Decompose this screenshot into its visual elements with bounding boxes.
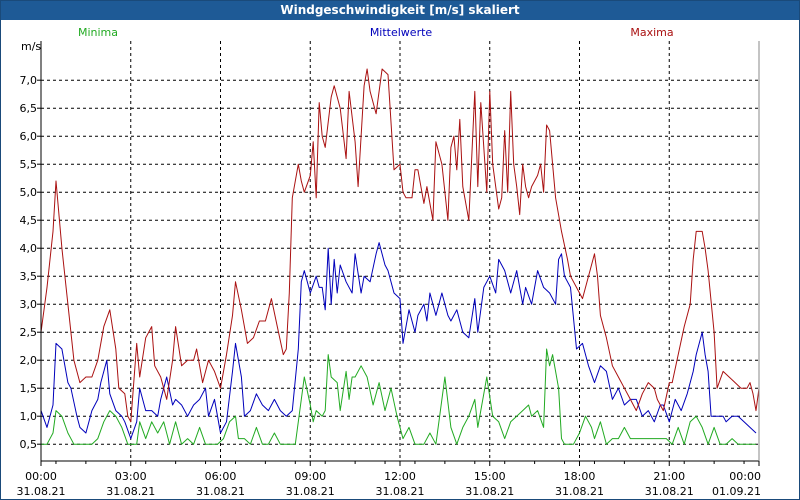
- y-tick-label: 1,5: [20, 382, 38, 395]
- series-lines: [40, 68, 760, 445]
- grid-lines: [41, 41, 759, 461]
- y-tick-label: 2,5: [20, 326, 38, 339]
- x-axis-ticks: 00:00 31.08.21 03:00 31.08.21 06:00 31.08.21 0…: [17, 461, 761, 498]
- x-tick-date-label: 31.08.21: [645, 485, 694, 498]
- legend: Minima Mittelwerte Maxima: [78, 26, 674, 39]
- x-tick-date-label: 31.08.21: [376, 485, 425, 498]
- y-tick-label: 5,5: [20, 158, 38, 171]
- legend-maxima: Maxima: [630, 26, 673, 39]
- x-tick-time-label: 12:00: [384, 470, 416, 483]
- y-tick-label: 4,0: [20, 242, 38, 255]
- y-axis-unit-label: m/s: [21, 40, 41, 53]
- y-tick-label: 7,0: [20, 74, 38, 87]
- y-tick-label: 4,5: [20, 214, 38, 227]
- x-tick-time-label: 18:00: [564, 470, 596, 483]
- x-tick-date-label: 31.08.21: [286, 485, 335, 498]
- y-tick-label: 5,0: [20, 186, 38, 199]
- x-tick-date-label: 31.08.21: [17, 485, 66, 498]
- series-line-maxima: [40, 68, 760, 423]
- y-tick-label: 6,0: [20, 130, 38, 143]
- x-tick-time-label: 06:00: [205, 470, 237, 483]
- y-tick-label: 0,5: [20, 438, 38, 451]
- series-line-mittelwerte: [40, 242, 757, 440]
- legend-mittelwerte: Mittelwerte: [370, 26, 433, 39]
- window-title: Windgeschwindigkeit [m/s] skaliert: [1, 1, 799, 20]
- x-tick-time-label: 03:00: [115, 470, 147, 483]
- x-tick-time-label: 21:00: [653, 470, 685, 483]
- x-tick-date-label: 01.09.21: [712, 485, 761, 498]
- y-tick-label: 1,0: [20, 410, 38, 423]
- x-tick-time-label: 09:00: [294, 470, 326, 483]
- x-tick-date-label: 31.08.21: [465, 485, 514, 498]
- y-axis-ticks: 0,5 1,0 1,5 2,0 2,5 3,0 3,5 4,0 4,5 5,0 5,5 6,0 6,5 7…: [20, 74, 41, 451]
- x-tick-date-label: 31.08.21: [196, 485, 245, 498]
- x-tick-time-label: 00:00: [25, 470, 57, 483]
- legend-minima: Minima: [78, 26, 118, 39]
- series-line-minima: [41, 348, 756, 445]
- y-tick-label: 2,0: [20, 354, 38, 367]
- x-tick-time-label: 15:00: [474, 470, 506, 483]
- x-tick-date-label: 31.08.21: [555, 485, 604, 498]
- y-tick-label: 3,5: [20, 270, 38, 283]
- y-tick-label: 6,5: [20, 102, 38, 115]
- x-tick-date-label: 31.08.21: [106, 485, 155, 498]
- x-tick-time-label: 00:00: [729, 470, 761, 483]
- y-tick-label: 3,0: [20, 298, 38, 311]
